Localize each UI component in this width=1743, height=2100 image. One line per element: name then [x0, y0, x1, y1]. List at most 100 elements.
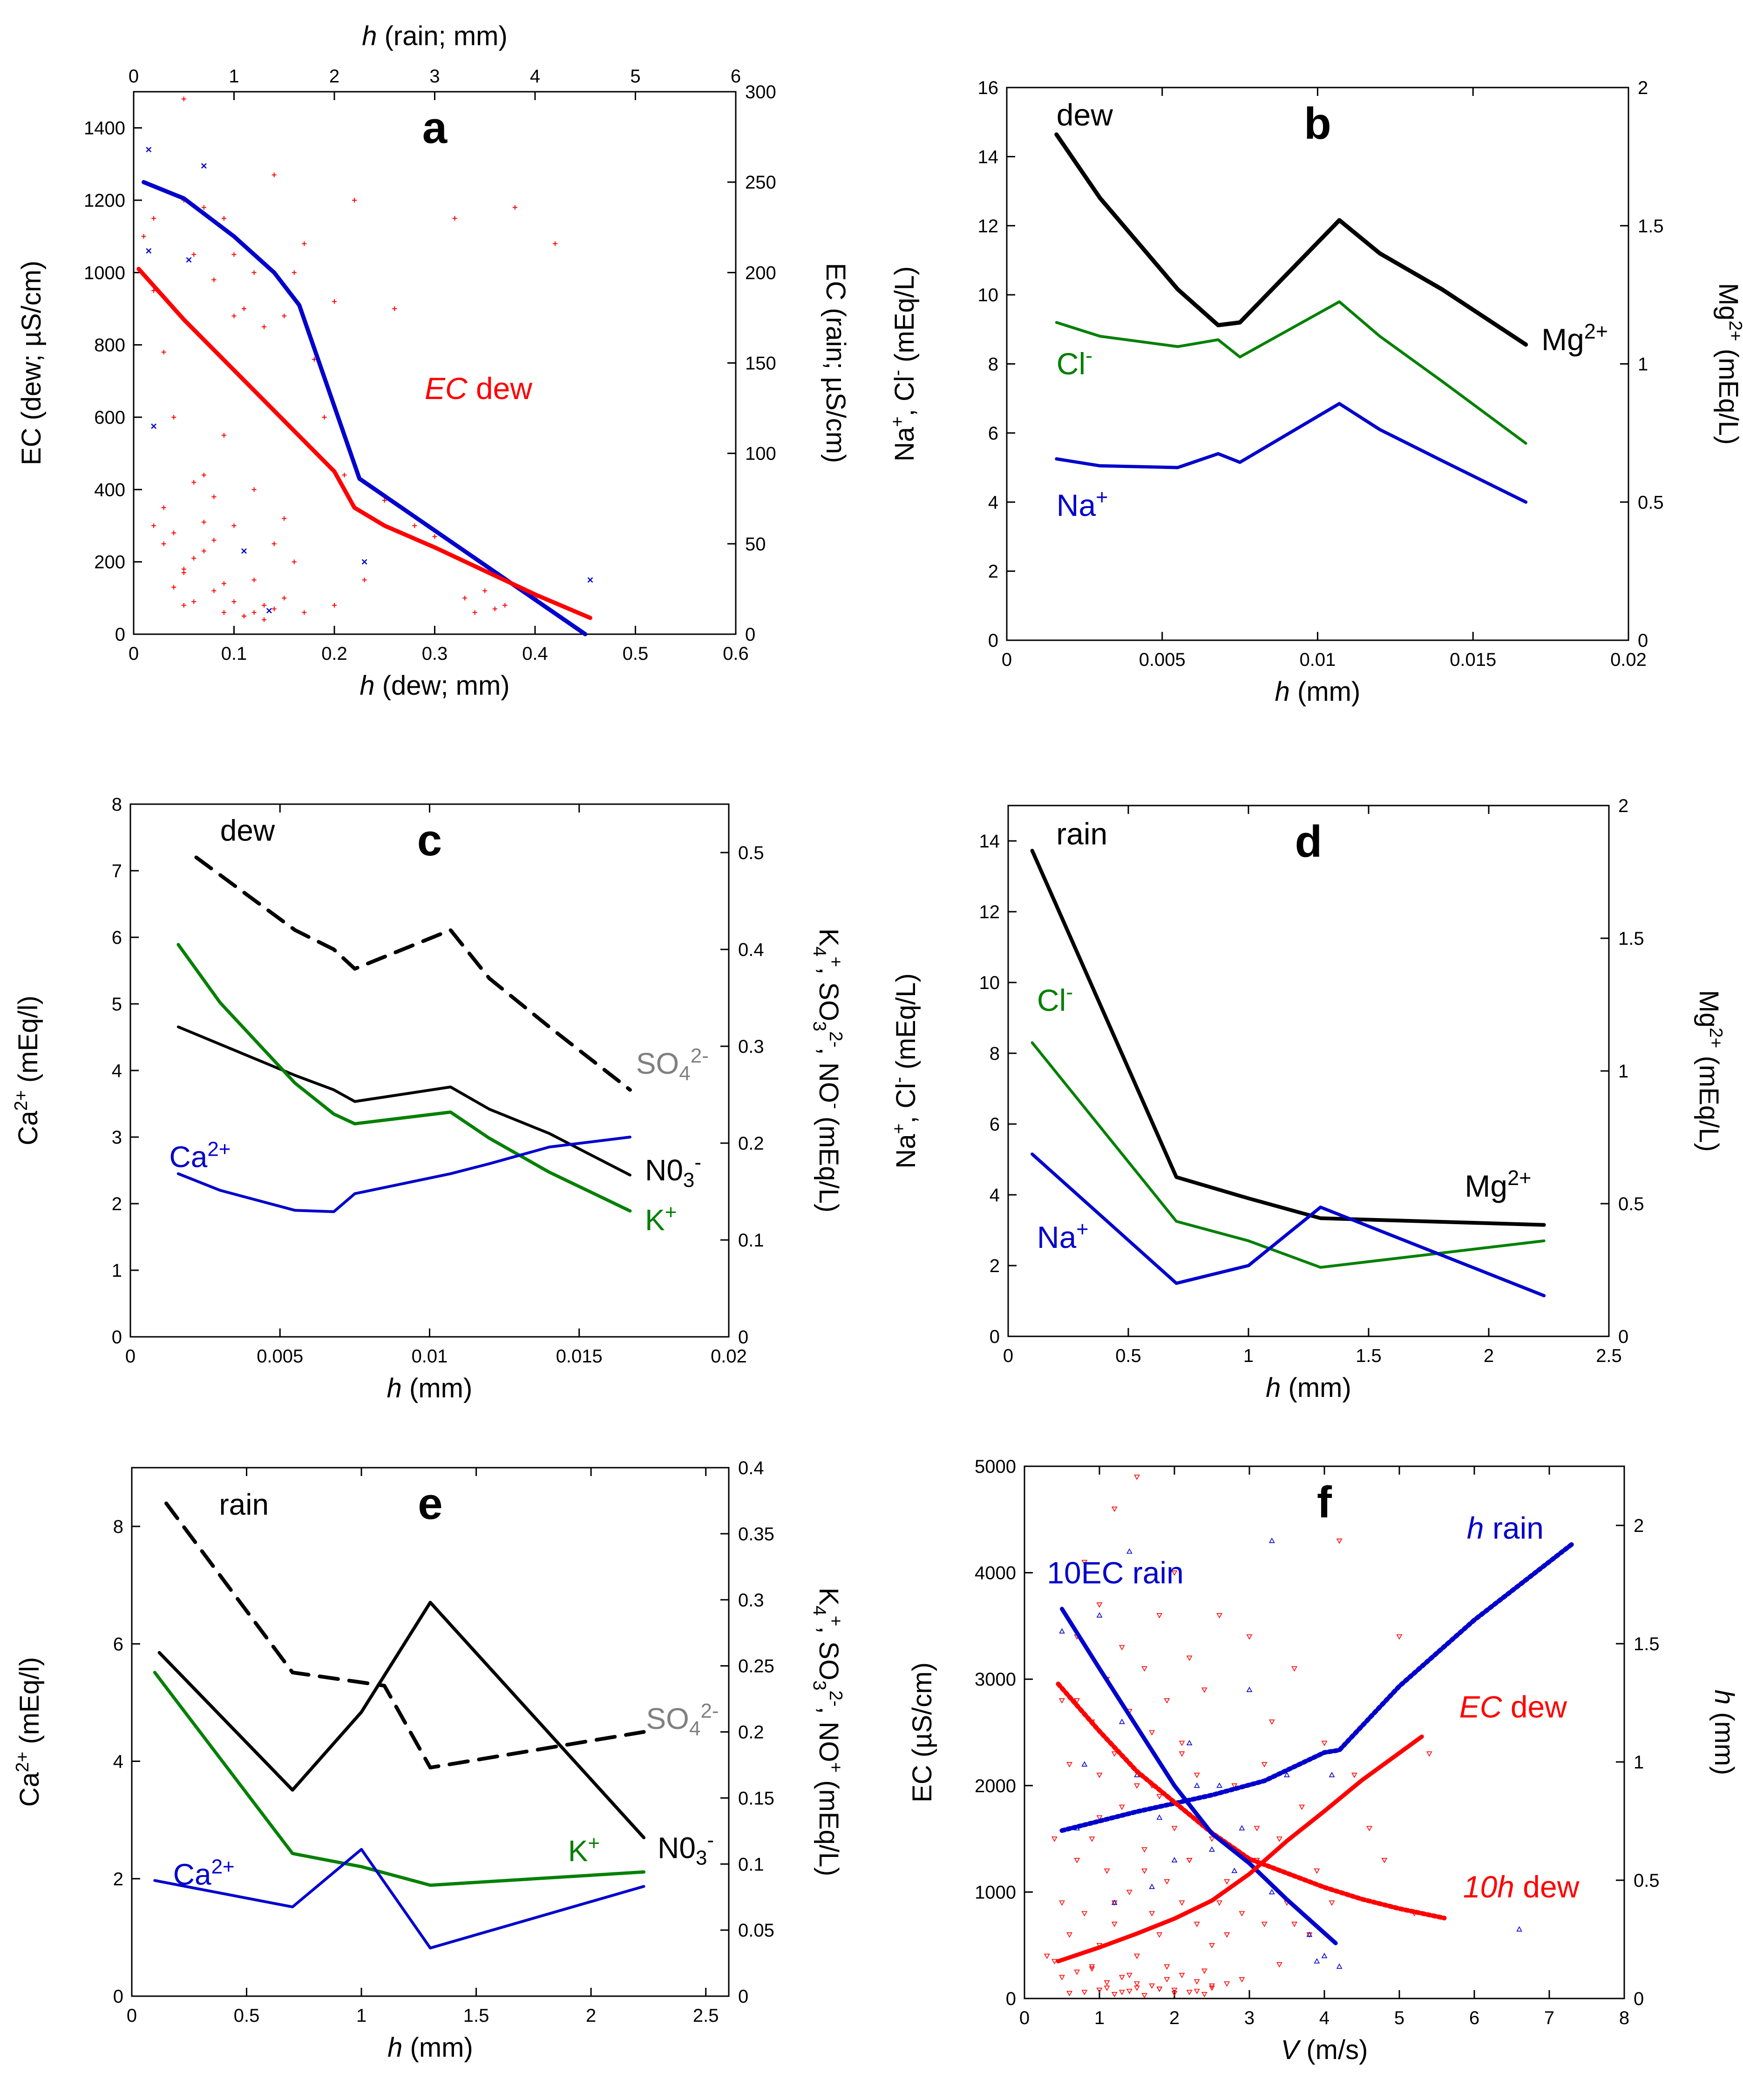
- y-tick-label: 12: [978, 216, 999, 237]
- scatter-point: [1126, 1548, 1133, 1554]
- y2-tick-label: 1.5: [1634, 1634, 1660, 1654]
- annotation-1-text: SO: [636, 1047, 679, 1080]
- y2-tick-label: 0.3: [738, 1036, 764, 1057]
- y-tick-label: 2: [112, 1194, 122, 1214]
- scatter-point: [1179, 1741, 1185, 1747]
- scatter-point: [1059, 1900, 1065, 1906]
- y2-axis-label: K4+, SO32-, NO- (mEq/L): [809, 928, 846, 1213]
- scatter-point: [161, 350, 166, 355]
- series-line-mg2-dew: [1054, 132, 1528, 347]
- y2-tick-label: 2: [1634, 1516, 1644, 1536]
- y-axis-label: EC (dew; µS/cm): [16, 261, 47, 465]
- x-axis-label: V (m/s): [1281, 2035, 1368, 2065]
- y2-tick-label: 0.1: [738, 1230, 764, 1251]
- annotation-2-text: dew: [1502, 1689, 1567, 1724]
- x-axis-label: h (mm): [1266, 1373, 1351, 1403]
- scatter-point: [462, 596, 468, 601]
- scatter-point: [266, 608, 272, 614]
- scatter-point: [1104, 1980, 1110, 1986]
- scatter-point: [1119, 1645, 1125, 1651]
- y-tick-label: 2: [990, 1256, 1000, 1276]
- scatter-point: [1516, 1926, 1522, 1932]
- scatter-point: [1201, 1992, 1207, 1998]
- panel-b: 0 0.005 0.01 0.015 0.02024681012141600.511.5…: [888, 78, 1743, 707]
- scatter-point: [1179, 1972, 1185, 1978]
- scatter-point: [191, 480, 197, 485]
- scatter-point: [292, 559, 297, 564]
- series-line-ca2-: [153, 1848, 645, 1950]
- scatter-point: [201, 520, 206, 525]
- scatter-point: [231, 313, 237, 318]
- scatter-point: [251, 487, 257, 492]
- scatter-point: [151, 216, 156, 221]
- x-axis-label-text: (mm): [1281, 1373, 1351, 1403]
- x-axis-label: h (mm): [387, 2032, 473, 2063]
- scatter-point: [332, 299, 337, 304]
- scatter-point: [262, 324, 267, 329]
- scatter-point: [242, 614, 247, 619]
- scatter-point: [382, 498, 387, 503]
- y2-tick-label: 0: [1638, 630, 1648, 651]
- y2-axis-label-sup3: -: [826, 1103, 846, 1109]
- annotation-2-sup: -: [1085, 344, 1092, 367]
- scatter-point: [1081, 1911, 1088, 1917]
- scatter-point: [221, 433, 226, 438]
- scatter-point: [1089, 1836, 1095, 1842]
- annotation-2-text: Cl: [1037, 983, 1066, 1017]
- annotation-1: Mg2+: [1465, 1166, 1531, 1203]
- scatter-point: [1209, 1943, 1215, 1949]
- x-tick-label: 1: [1243, 1346, 1254, 1366]
- scatter-point: [151, 423, 156, 429]
- panel-label: f: [1317, 1477, 1332, 1527]
- scatter-point: [1284, 1772, 1290, 1777]
- series-line-h-rain: [1059, 1542, 1574, 1833]
- panel-a: 0 0.1 0.2 0.3 0.4 0.5 0.60 1 2 3 4 5 602004006008001…: [16, 21, 851, 701]
- y-tick-label: 1000: [975, 1882, 1016, 1903]
- y2-tick-label: 0.2: [738, 1722, 764, 1743]
- annotation-3: Na+: [1057, 485, 1108, 522]
- scatter-point: [1299, 1804, 1305, 1810]
- scatter-point: [211, 588, 217, 593]
- scatter-point: [161, 505, 166, 510]
- x-axis-label: h (mm): [1275, 677, 1361, 707]
- scatter-point: [1119, 1718, 1125, 1724]
- y-tick-label: 8: [988, 354, 998, 375]
- x-axis-label-italic: h: [1275, 677, 1290, 707]
- annotation-3-text: dew: [1514, 1870, 1580, 1904]
- annotation-3-sup: +: [1076, 1217, 1088, 1241]
- annotation-3-text: Na: [1057, 488, 1096, 522]
- series-line-so4-2-: [194, 855, 632, 1092]
- annotation-2-sub: 3: [683, 1169, 694, 1192]
- y2-tick-label: 0: [1634, 1989, 1644, 2009]
- x-tick-label: 1.5: [463, 2005, 489, 2026]
- y-tick-label: 14: [979, 831, 1000, 852]
- y-axis-label: EC (µS/cm): [907, 1662, 937, 1802]
- scatter-point: [271, 541, 277, 546]
- annotation-0-text: dew: [220, 814, 275, 847]
- y2-axis-label-italic: h: [1709, 1690, 1739, 1705]
- scatter-point: [1314, 1868, 1320, 1874]
- y2-tick-label: 0: [738, 1986, 748, 2007]
- scatter-point: [1291, 1666, 1297, 1672]
- y2-axis-label-text4: (mEq/L): [814, 1773, 844, 1876]
- y-axis-label-text2: (mEq/l): [13, 996, 43, 1090]
- series-line-k-: [176, 943, 632, 1213]
- y2-axis-label-text2: (mEq/L): [1694, 1048, 1724, 1152]
- y2-axis-label-sup2: 2-: [826, 1690, 846, 1707]
- x2-axis-label-italic: h: [362, 21, 377, 51]
- scatter-point: [1126, 1989, 1133, 1994]
- y2-tick-label: 0.3: [738, 1590, 764, 1611]
- annotation-0: dew: [220, 814, 275, 847]
- x-tick-label: 2: [1169, 2008, 1180, 2028]
- scatter-point: [1156, 1986, 1163, 1992]
- scatter-point: [1186, 1990, 1193, 1995]
- scatter-point: [1141, 1847, 1147, 1853]
- y-tick-label: 6: [990, 1114, 1000, 1135]
- y2-tick-label: 0.5: [738, 843, 764, 863]
- scatter-point: [191, 599, 197, 604]
- scatter-point: [1396, 1634, 1403, 1640]
- x-tick-label: 4: [1319, 2008, 1329, 2028]
